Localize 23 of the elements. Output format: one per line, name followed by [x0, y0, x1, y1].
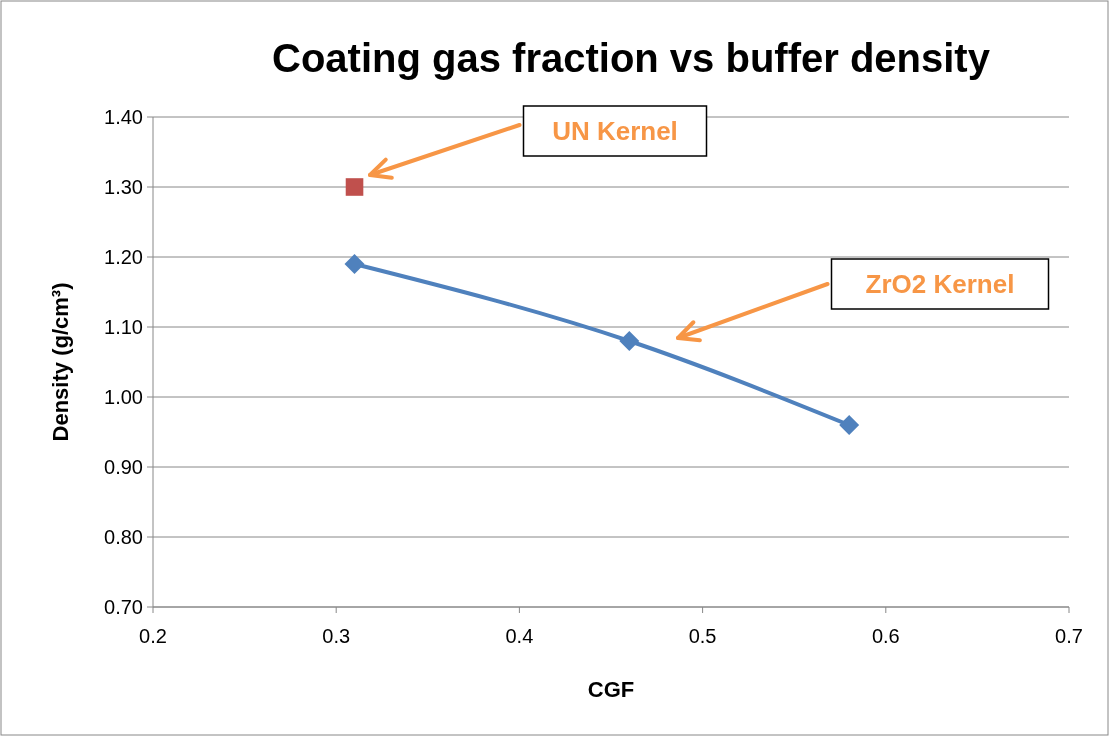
y-tick-label: 0.90 — [104, 456, 143, 478]
x-tick-label: 0.7 — [1055, 625, 1083, 647]
x-axis-title: CGF — [587, 677, 635, 702]
y-axis-title: Density (g/cm³) — [48, 282, 73, 442]
y-tick-label: 0.80 — [104, 526, 143, 548]
x-tick-label: 0.4 — [505, 625, 534, 647]
point — [345, 178, 364, 196]
y-tick-label: 1.40 — [104, 106, 143, 128]
y-tick-label: 0.70 — [104, 596, 143, 618]
point — [839, 415, 860, 435]
annotation: ZrO2 Kernel — [865, 269, 1015, 300]
y-tick-label: 1.10 — [104, 316, 143, 338]
x-tick-label: 0.5 — [688, 625, 717, 647]
x-tick-label: 0.2 — [139, 625, 167, 647]
annotation: UN Kernel — [552, 116, 678, 147]
chart-title: Coating gas fraction vs buffer density — [272, 36, 991, 80]
y-tick-label: 1.00 — [104, 386, 143, 408]
x-tick-label: 0.6 — [871, 625, 900, 647]
x-tick-label: 0.3 — [322, 625, 351, 647]
y-tick-label: 1.20 — [104, 246, 143, 268]
point — [619, 331, 640, 351]
y-tick-label: 1.30 — [104, 176, 143, 198]
point — [344, 254, 365, 274]
